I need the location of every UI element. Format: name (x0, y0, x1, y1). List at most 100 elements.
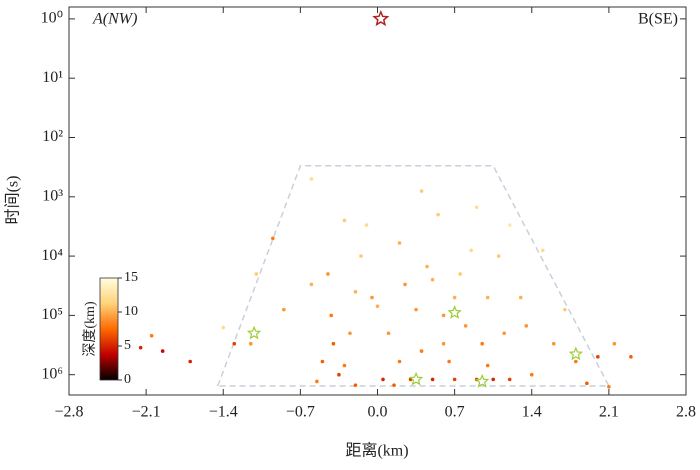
event-point (480, 341, 484, 346)
y-tick-label: 10¹ (42, 69, 63, 86)
y-tick-label: 10⁵ (41, 306, 63, 323)
event-point (149, 333, 154, 338)
x-tick-label: −0.7 (286, 404, 315, 421)
event-point (607, 384, 611, 389)
colorbar-tick-label: 10 (124, 304, 138, 319)
event-point (248, 341, 253, 346)
event-point (430, 277, 435, 282)
event-point (612, 341, 617, 346)
x-tick-label: 1.4 (522, 404, 542, 421)
event-point (329, 313, 334, 318)
event-point (138, 345, 143, 350)
event-point (563, 307, 567, 312)
colorbar-tick-label: 0 (124, 372, 131, 387)
event-point (419, 349, 424, 353)
annotation: A(NW) (92, 11, 137, 28)
event-point (551, 341, 556, 346)
event-point (629, 355, 633, 359)
y-tick-label: 10⁶ (41, 365, 63, 382)
x-tick-label: 0.7 (445, 404, 465, 421)
event-point (425, 264, 429, 269)
x-tick-label: −2.1 (132, 404, 161, 421)
colorbar (99, 277, 119, 381)
event-point (524, 324, 529, 328)
y-axis-label: 时间(s) (4, 176, 22, 225)
event-point (326, 272, 330, 276)
event-point (496, 254, 501, 258)
event-point (574, 359, 578, 364)
x-tick-label: 2.8 (676, 404, 696, 421)
event-point (342, 363, 347, 368)
event-point (458, 272, 462, 276)
event-point (320, 359, 325, 364)
event-point (518, 295, 523, 300)
event-point (359, 254, 363, 258)
y-tick-label: 10³ (42, 187, 63, 204)
event-point (430, 377, 435, 382)
event-point (160, 349, 165, 353)
event-point (315, 379, 319, 384)
event-point (529, 372, 534, 377)
event-point (469, 248, 473, 253)
event-point (309, 177, 314, 181)
large-event-star (474, 373, 490, 388)
y-tick-label: 10⁴ (41, 247, 63, 264)
event-point (436, 212, 440, 217)
large-event-star (568, 346, 584, 361)
event-point (419, 189, 424, 193)
event-point (452, 377, 457, 382)
event-point (392, 383, 396, 387)
x-tick-label: 2.1 (599, 404, 619, 421)
event-point (491, 377, 495, 382)
event-point (353, 289, 358, 294)
x-tick-label: 0.0 (368, 404, 388, 421)
event-point (463, 324, 468, 328)
event-point (386, 331, 391, 336)
y-tick-label: 10⁰ (41, 10, 63, 27)
event-point (348, 331, 352, 336)
x-tick-label: −1.4 (209, 404, 238, 421)
event-point (188, 359, 192, 364)
plot-frame (68, 6, 687, 396)
x-axis-label: 距离(km) (345, 442, 408, 460)
event-point (337, 372, 341, 377)
event-point (397, 359, 402, 364)
event-point (232, 341, 237, 346)
event-point (452, 295, 457, 300)
event-point (403, 282, 407, 287)
event-point (507, 377, 512, 382)
large-event-star (408, 371, 424, 386)
event-point (331, 341, 336, 346)
large-event-star (246, 325, 262, 340)
event-point (282, 307, 286, 312)
event-point (271, 236, 275, 241)
event-point (507, 223, 512, 227)
event-point (364, 223, 369, 227)
event-point (596, 355, 600, 359)
event-point (342, 218, 347, 223)
event-point (585, 381, 589, 386)
event-point (441, 341, 446, 346)
region-outline (216, 165, 611, 387)
event-point (254, 272, 259, 276)
event-point (485, 295, 490, 300)
y-tick-label: 10² (42, 128, 63, 145)
event-point (447, 359, 451, 364)
event-point (474, 205, 479, 210)
event-point (381, 377, 385, 382)
colorbar-label: 深度(km) (82, 301, 98, 357)
x-tick-label: −2.8 (54, 404, 83, 421)
event-point (485, 363, 490, 368)
event-point (540, 248, 545, 253)
event-point (502, 331, 507, 336)
annotation: B(SE) (638, 11, 678, 28)
event-point (441, 313, 446, 318)
event-point (221, 325, 226, 330)
large-event-star (447, 305, 462, 319)
mainshock-star (372, 9, 390, 27)
event-point (414, 307, 418, 312)
event-point (309, 282, 314, 287)
event-point (397, 241, 402, 245)
colorbar-tick-label: 15 (124, 270, 138, 285)
